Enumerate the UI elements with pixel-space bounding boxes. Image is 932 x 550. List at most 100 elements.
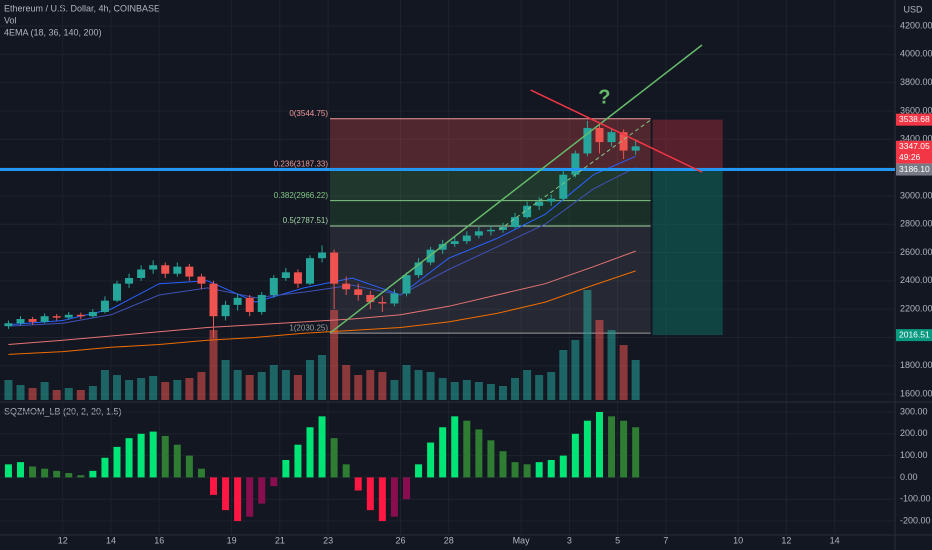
candle-body — [619, 132, 628, 151]
momentum-bar — [101, 457, 109, 478]
volume-bar — [402, 365, 411, 400]
candle-body — [462, 235, 471, 242]
y2-tick-label: 300.00 — [900, 406, 928, 416]
candle-body — [450, 241, 459, 245]
annotation: ? — [598, 87, 610, 109]
candle-body — [269, 277, 278, 295]
momentum-bar — [511, 462, 519, 478]
volume-bar — [245, 375, 254, 400]
volume-bar — [209, 330, 218, 400]
y-tick-label: 2600.00 — [900, 247, 932, 257]
position-target — [652, 169, 723, 336]
momentum-bar — [523, 464, 531, 478]
momentum-bar — [258, 477, 266, 504]
price-tag-label: 3538.68 — [899, 114, 930, 124]
momentum-bar — [535, 462, 543, 478]
x-tick-label: 28 — [444, 535, 454, 545]
momentum-bar — [294, 444, 302, 478]
candle-body — [378, 302, 387, 304]
fib-zone — [330, 200, 651, 226]
trendline — [329, 44, 703, 334]
momentum-bar — [125, 438, 133, 478]
volume-bar — [16, 385, 25, 400]
volume-bar — [535, 375, 544, 400]
price-tag — [896, 329, 932, 342]
momentum-bar — [89, 470, 97, 478]
y-tick-label: 3800.00 — [900, 77, 932, 87]
y-tick-label: 4000.00 — [900, 49, 932, 59]
volume-bar — [595, 320, 604, 400]
x-tick-label: 12 — [781, 535, 791, 545]
volume-bar — [462, 380, 471, 400]
momentum-bar — [222, 477, 230, 511]
volume-label: Vol — [4, 15, 17, 25]
candle-body — [125, 277, 134, 284]
x-tick-label: 26 — [395, 535, 405, 545]
momentum-bar — [270, 477, 278, 487]
volume-bar — [366, 370, 375, 400]
fib-zone — [330, 169, 651, 201]
momentum-bar — [318, 416, 326, 478]
volume-bar — [523, 370, 532, 400]
momentum-bar — [378, 477, 386, 522]
momentum-bar — [306, 427, 314, 478]
volume-bar — [221, 360, 230, 400]
fib-label: 0.5(2787.51) — [283, 216, 329, 225]
volume-bar — [28, 388, 37, 400]
volume-bar — [511, 378, 520, 400]
volume-bar — [233, 370, 242, 400]
y-tick-label: 1600.00 — [900, 388, 932, 398]
y-tick-label: 2800.00 — [900, 219, 932, 229]
momentum-bar — [463, 420, 471, 478]
volume-bar — [173, 380, 182, 400]
momentum-bar — [330, 438, 338, 478]
x-tick-label: 12 — [58, 535, 68, 545]
candle-body — [511, 217, 520, 228]
trendline — [530, 89, 703, 173]
candle-body — [390, 293, 399, 304]
fib-label: 0.236(3187.33) — [274, 159, 329, 168]
candle-body — [305, 258, 314, 284]
momentum-bar — [246, 477, 254, 517]
candle-body — [631, 146, 640, 151]
x-tick-label: 3 — [567, 535, 572, 545]
fib-label: 0(3544.75) — [289, 109, 328, 118]
momentum-bar — [632, 427, 640, 478]
candle-body — [233, 297, 242, 305]
momentum-bar — [53, 470, 61, 478]
candle-body — [474, 231, 483, 236]
price-tag-timer: 49:26 — [899, 152, 921, 162]
momentum-bar — [29, 466, 37, 478]
volume-bar — [414, 370, 423, 400]
volume-bar — [4, 380, 13, 400]
volume-bar — [318, 355, 327, 400]
x-tick-label: 19 — [227, 535, 237, 545]
momentum-bar — [161, 435, 169, 478]
candle-body — [173, 266, 182, 274]
y2-tick-label: -200.00 — [900, 515, 931, 525]
volume-bar — [559, 350, 568, 400]
price-tag-label: 2016.51 — [899, 329, 930, 339]
x-tick-label: 16 — [154, 535, 164, 545]
candle-body — [438, 244, 447, 250]
x-tick-label: 14 — [106, 535, 116, 545]
momentum-bar — [475, 429, 483, 478]
x-tick-label: 10 — [733, 535, 743, 545]
momentum-bar — [559, 455, 567, 478]
candle-body — [52, 316, 61, 318]
candle-body — [366, 294, 375, 303]
ema-line — [8, 270, 636, 355]
volume-bar — [342, 365, 351, 400]
x-tick-label: 21 — [275, 535, 285, 545]
candle-body — [318, 252, 327, 259]
ema-line — [8, 155, 636, 326]
y2-tick-label: 100.00 — [900, 450, 928, 460]
volume-bar — [571, 340, 580, 400]
ema-label: 4EMA (18, 36, 140, 200) — [4, 27, 102, 37]
volume-bar — [269, 365, 278, 400]
momentum-bar — [571, 433, 579, 478]
momentum-bar — [282, 459, 290, 478]
fib-label: 1(2030.25) — [289, 323, 328, 332]
candle-body — [535, 201, 544, 206]
